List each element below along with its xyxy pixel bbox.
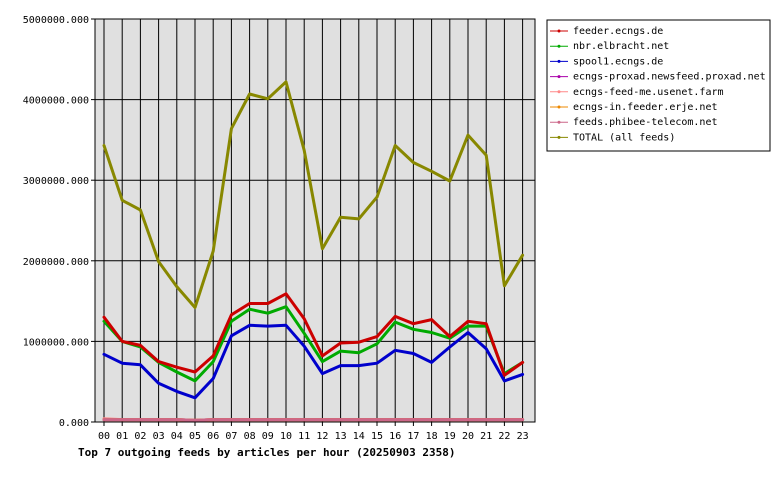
- series-line: [102, 323, 525, 400]
- x-tick-label: 14: [353, 431, 365, 442]
- x-tick-label: 13: [335, 431, 347, 442]
- x-tick-label: 16: [389, 431, 401, 442]
- legend: feeder.ecngs.de nbr.elbracht.net spool1.ec…: [546, 19, 771, 152]
- legend-label: spool1.ecngs.de: [573, 56, 663, 67]
- x-tick-label: 02: [134, 431, 146, 442]
- x-tick-label: 22: [498, 431, 510, 442]
- y-tick-label: 5000000.000: [23, 15, 89, 26]
- legend-label: TOTAL (all feeds): [573, 132, 675, 143]
- legend-marker: [557, 44, 561, 48]
- x-tick-label: 04: [171, 431, 183, 442]
- y-tick-label: 3000000.000: [23, 176, 89, 187]
- series-lines: [102, 80, 525, 422]
- y-tick-label: 4000000.000: [23, 96, 89, 107]
- x-tick-label: 23: [517, 431, 529, 442]
- x-tick-label: 21: [480, 431, 492, 442]
- series-line: [102, 80, 525, 309]
- legend-label: feeds.phibee-telecom.net: [573, 117, 718, 128]
- x-tick-label: 19: [444, 431, 456, 442]
- legend-label: ecngs-feed-me.usenet.farm: [573, 87, 724, 98]
- series-line: [102, 418, 525, 422]
- legend-marker: [557, 120, 561, 124]
- x-tick-label: 05: [189, 431, 201, 442]
- x-tick-label: 18: [426, 431, 438, 442]
- x-tick-label: 07: [225, 431, 237, 442]
- legend-marker: [557, 105, 561, 109]
- x-tick-label: 06: [207, 431, 219, 442]
- legend-box: [546, 19, 771, 152]
- x-tick-label: 09: [262, 431, 274, 442]
- legend-marker: [557, 90, 561, 94]
- legend-label: nbr.elbracht.net: [573, 41, 669, 52]
- y-axis-ticks: 0.000 1000000.000 2000000.000 3000000.000 40…: [23, 15, 95, 429]
- legend-label: feeder.ecngs.de: [573, 26, 663, 37]
- legend-label: ecngs-in.feeder.erje.net: [573, 102, 718, 113]
- legend-marker: [557, 59, 561, 63]
- y-tick-label: 2000000.000: [23, 257, 89, 268]
- plot-frame: [94, 18, 536, 423]
- x-tick-label: 11: [298, 431, 310, 442]
- x-tick-label: 01: [116, 431, 128, 442]
- plot-background: [95, 19, 535, 422]
- legend-marker: [557, 29, 561, 33]
- series-line: [102, 292, 525, 377]
- x-tick-label: 15: [371, 431, 383, 442]
- x-tick-label: 12: [316, 431, 328, 442]
- x-tick-label: 03: [153, 431, 165, 442]
- x-tick-label: 10: [280, 431, 292, 442]
- x-tick-label: 00: [98, 431, 110, 442]
- legend-marker: [557, 75, 561, 79]
- grid-lines: [95, 18, 535, 423]
- x-tick-label: 17: [407, 431, 419, 442]
- y-tick-label: 0.000: [59, 418, 89, 429]
- x-tick-label: 20: [462, 431, 474, 442]
- x-tick-label: 08: [244, 431, 256, 442]
- legend-marker: [557, 135, 561, 139]
- series-line: [102, 305, 525, 383]
- legend-label: ecngs-proxad.newsfeed.proxad.net: [573, 72, 766, 83]
- chart-title: Top 7 outgoing feeds by articles per hou…: [78, 446, 456, 459]
- y-tick-label: 1000000.000: [23, 337, 89, 348]
- x-axis-ticks: 00 01 02 03 04 05 06 07 08 09 10 11 12 13 14 15 16 17 18 19…: [98, 422, 529, 442]
